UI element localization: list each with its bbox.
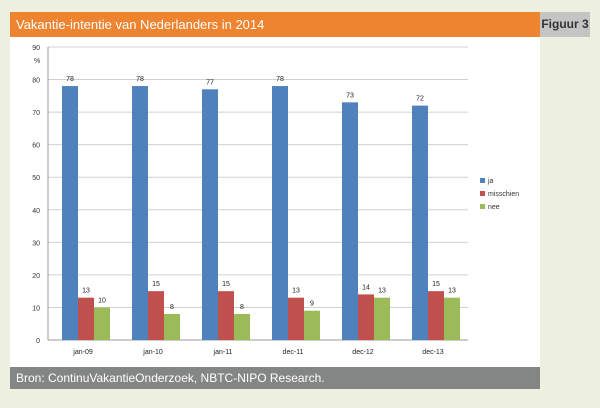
y-axis-label: % — [34, 58, 40, 65]
source-text: Bron: ContinuVakantieOnderzoek, NBTC-NIP… — [16, 371, 325, 385]
y-tick-label: 90 — [32, 45, 40, 52]
x-tick-label: jan-11 — [213, 349, 233, 356]
bar-misschien — [78, 297, 94, 340]
bar-ja — [342, 102, 358, 340]
figure-label: Figuur 3 — [540, 12, 590, 37]
x-tick-label: jan-09 — [72, 349, 93, 356]
data-label: 8 — [170, 304, 174, 311]
y-tick-label: 40 — [32, 208, 40, 215]
y-tick-label: 30 — [32, 240, 40, 247]
data-label: 9 — [310, 301, 314, 308]
bar-ja — [202, 89, 218, 340]
y-tick-label: 80 — [32, 78, 40, 85]
legend-swatch-misschien — [480, 191, 485, 196]
bar-misschien — [288, 297, 304, 340]
bar-chart: 0102030405060708090%781310jan-0978158jan… — [32, 45, 519, 356]
data-label: 13 — [448, 288, 456, 295]
data-label: 15 — [222, 281, 230, 288]
data-label: 73 — [346, 92, 354, 99]
data-label: 13 — [292, 288, 300, 295]
y-tick-label: 70 — [32, 110, 40, 117]
y-tick-label: 20 — [32, 273, 40, 280]
data-label: 77 — [206, 79, 214, 86]
x-tick-label: dec-11 — [283, 349, 304, 356]
data-label: 13 — [82, 288, 90, 295]
bar-nee — [94, 307, 110, 340]
data-label: 78 — [276, 76, 284, 83]
y-tick-label: 60 — [32, 143, 40, 150]
data-label: 15 — [152, 281, 160, 288]
bar-ja — [62, 86, 78, 340]
bar-ja — [272, 86, 288, 340]
chart-title: Vakantie-intentie van Nederlanders in 20… — [16, 17, 265, 32]
legend-label: ja — [487, 178, 494, 185]
y-tick-label: 0 — [36, 338, 40, 345]
data-label: 78 — [136, 76, 144, 83]
chart-title-bar: Vakantie-intentie van Nederlanders in 20… — [10, 12, 540, 37]
bar-nee — [234, 313, 250, 340]
legend-swatch-nee — [480, 204, 485, 209]
x-tick-label: dec-13 — [422, 349, 444, 356]
bar-misschien — [358, 294, 374, 340]
source-footer: Bron: ContinuVakantieOnderzoek, NBTC-NIP… — [10, 367, 540, 389]
bar-nee — [164, 313, 180, 340]
bar-ja — [132, 86, 148, 340]
chart-panel: 0 10 20 30 40 50 60 70 80 90% 78 13 10 jan-09 78 15 8 jan… — [10, 37, 540, 367]
y-tick-label: 10 — [32, 305, 40, 312]
x-tick-label: dec-12 — [352, 349, 374, 356]
y-tick-label: 50 — [32, 175, 40, 182]
data-label: 14 — [362, 284, 370, 291]
data-label: 78 — [66, 76, 74, 83]
legend-label: nee — [488, 204, 500, 211]
x-tick-label: jan-10 — [142, 349, 163, 356]
data-label: 10 — [98, 297, 106, 304]
data-label: 15 — [432, 281, 440, 288]
bar-nee — [444, 297, 460, 340]
bar-nee — [374, 297, 390, 340]
bar-nee — [304, 310, 320, 340]
bar-misschien — [148, 291, 164, 340]
data-label: 13 — [378, 288, 386, 295]
bar-misschien — [428, 291, 444, 340]
legend-swatch-ja — [480, 178, 485, 183]
bar-ja — [412, 105, 428, 340]
legend-label: misschien — [488, 191, 519, 198]
data-label: 72 — [416, 96, 424, 103]
bar-misschien — [218, 291, 234, 340]
data-label: 8 — [240, 304, 244, 311]
